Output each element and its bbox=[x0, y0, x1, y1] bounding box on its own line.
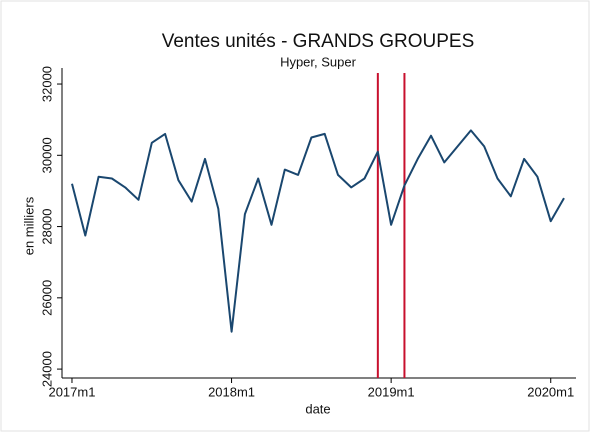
y-tick-label: 32000 bbox=[39, 66, 54, 102]
data-line bbox=[71, 129, 565, 333]
chart-subtitle: Hyper, Super bbox=[280, 54, 357, 69]
x-tick-label: 2020m1 bbox=[527, 384, 574, 399]
y-axis-title: en milliers bbox=[21, 196, 36, 255]
y-tick-label: 26000 bbox=[39, 280, 54, 316]
y-tick-label: 30000 bbox=[39, 137, 54, 173]
y-tick-label: 24000 bbox=[39, 351, 54, 387]
x-axis-title: date bbox=[305, 401, 330, 416]
x-tick-label: 2017m1 bbox=[48, 384, 95, 399]
x-tick-label: 2019m1 bbox=[368, 384, 415, 399]
chart-title: Ventes unités - GRANDS GROUPES bbox=[162, 31, 475, 52]
x-tick-label: 2018m1 bbox=[208, 384, 255, 399]
y-tick-label: 28000 bbox=[39, 208, 54, 244]
